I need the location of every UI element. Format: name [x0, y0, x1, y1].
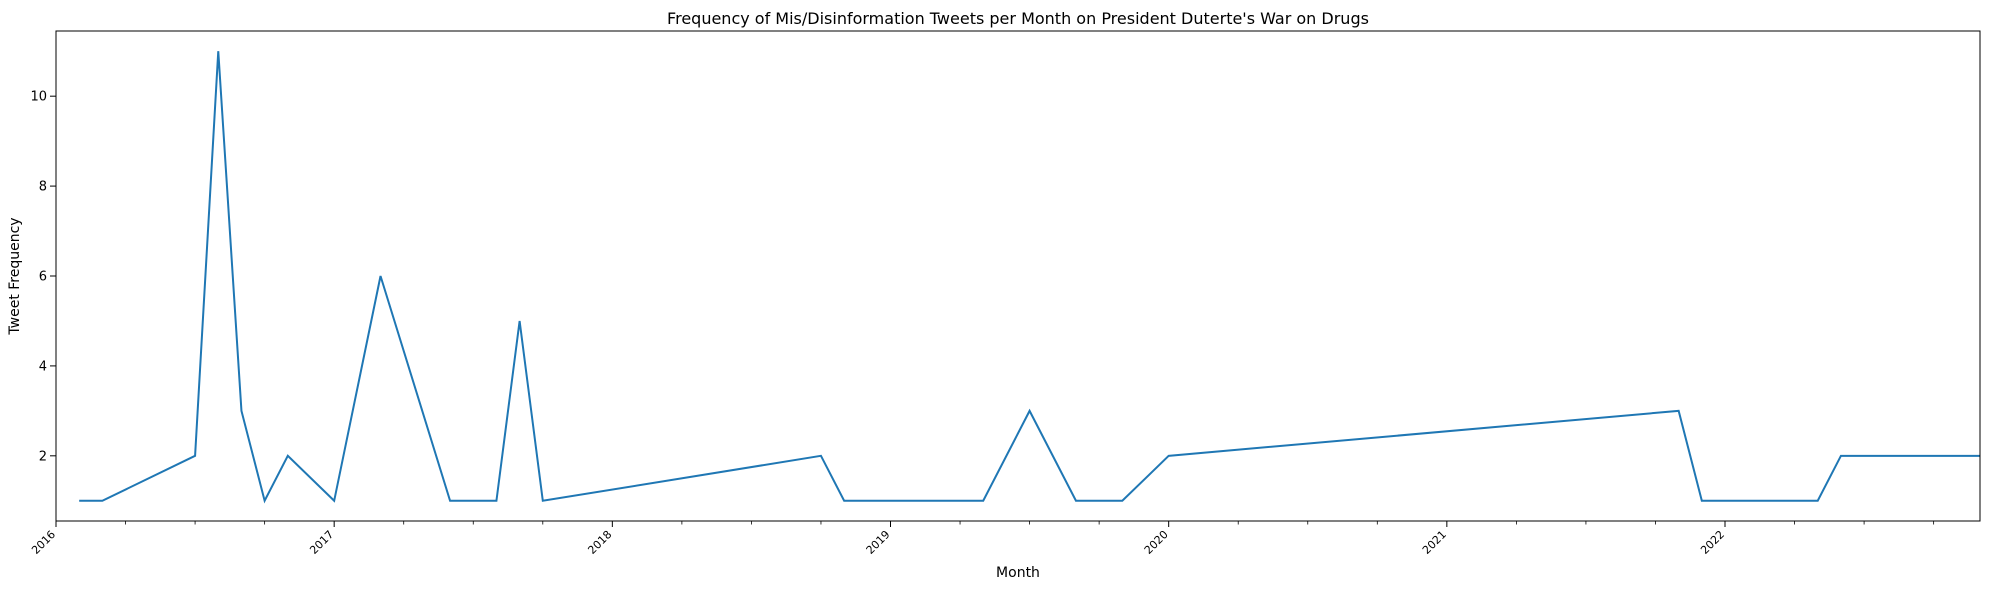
plot-frame: [55, 30, 1981, 522]
y-tick-label: 4: [39, 359, 47, 374]
y-tick-label: 8: [39, 180, 47, 195]
y-tick-label: 10: [30, 90, 47, 105]
y-axis-label: Tweet Frequency: [7, 217, 23, 335]
data-series: [79, 51, 1980, 504]
chart-title: Frequency of Mis/Disinformation Tweets p…: [667, 9, 1369, 28]
x-axis-label: Month: [996, 565, 1040, 581]
y-tick-label: 6: [39, 270, 47, 285]
series-line: [79, 51, 1980, 504]
y-tick-label: 2: [39, 449, 47, 464]
